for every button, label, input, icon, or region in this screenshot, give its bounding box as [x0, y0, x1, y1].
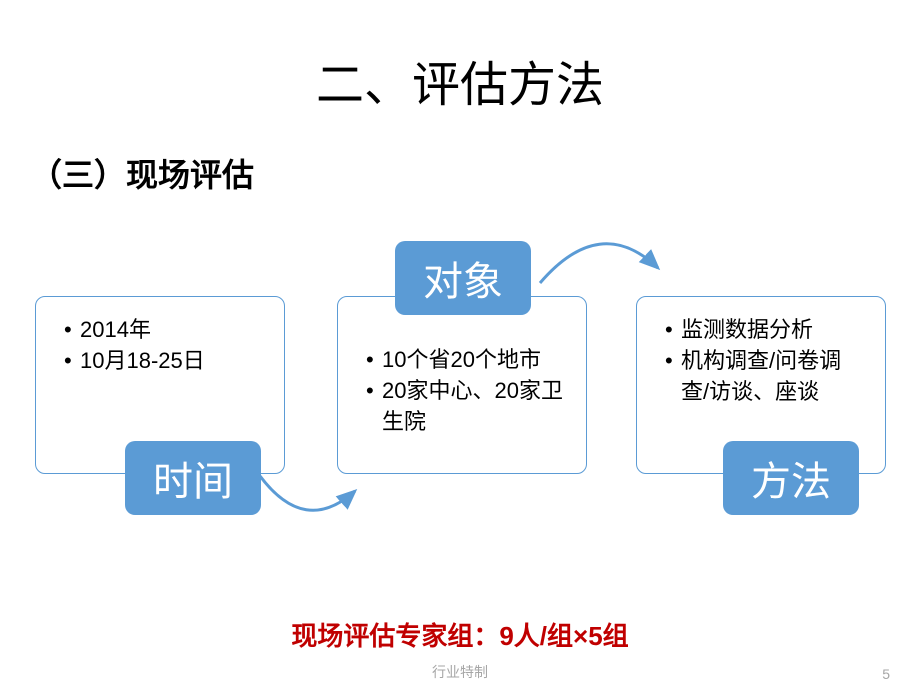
list-item: 20家中心、20家卫生院 [366, 376, 568, 438]
arrow-time-to-object-icon [250, 466, 370, 536]
box-object-list: 10个省20个地市 20家中心、20家卫生院 [366, 345, 568, 437]
page-title: 二、评估方法 [0, 0, 920, 115]
flowchart-diagram: 2014年 10月18-25日 时间 10个省20个地市 20家中心、20家卫生… [0, 236, 920, 576]
box-method-list: 监测数据分析 机构调查/问卷调查/访谈、座谈 [665, 315, 867, 407]
box-time-list: 2014年 10月18-25日 [64, 315, 266, 377]
footer-text: 行业特制 [432, 662, 488, 682]
flowchart-box-object: 10个省20个地市 20家中心、20家卫生院 [337, 296, 587, 474]
list-item: 2014年 [64, 315, 266, 346]
page-number: 5 [882, 666, 890, 682]
list-item: 监测数据分析 [665, 315, 867, 346]
section-heading: （三）现场评估 [0, 115, 920, 196]
list-item: 机构调查/问卷调查/访谈、座谈 [665, 346, 867, 408]
list-item: 10个省20个地市 [366, 345, 568, 376]
flowchart-label-time: 时间 [125, 441, 261, 515]
flowchart-label-method: 方法 [723, 441, 859, 515]
flowchart-label-object: 对象 [395, 241, 531, 315]
list-item: 10月18-25日 [64, 346, 266, 377]
arrow-object-to-method-icon [530, 218, 670, 298]
bottom-note: 现场评估专家组：9人/组×5组 [0, 616, 920, 653]
